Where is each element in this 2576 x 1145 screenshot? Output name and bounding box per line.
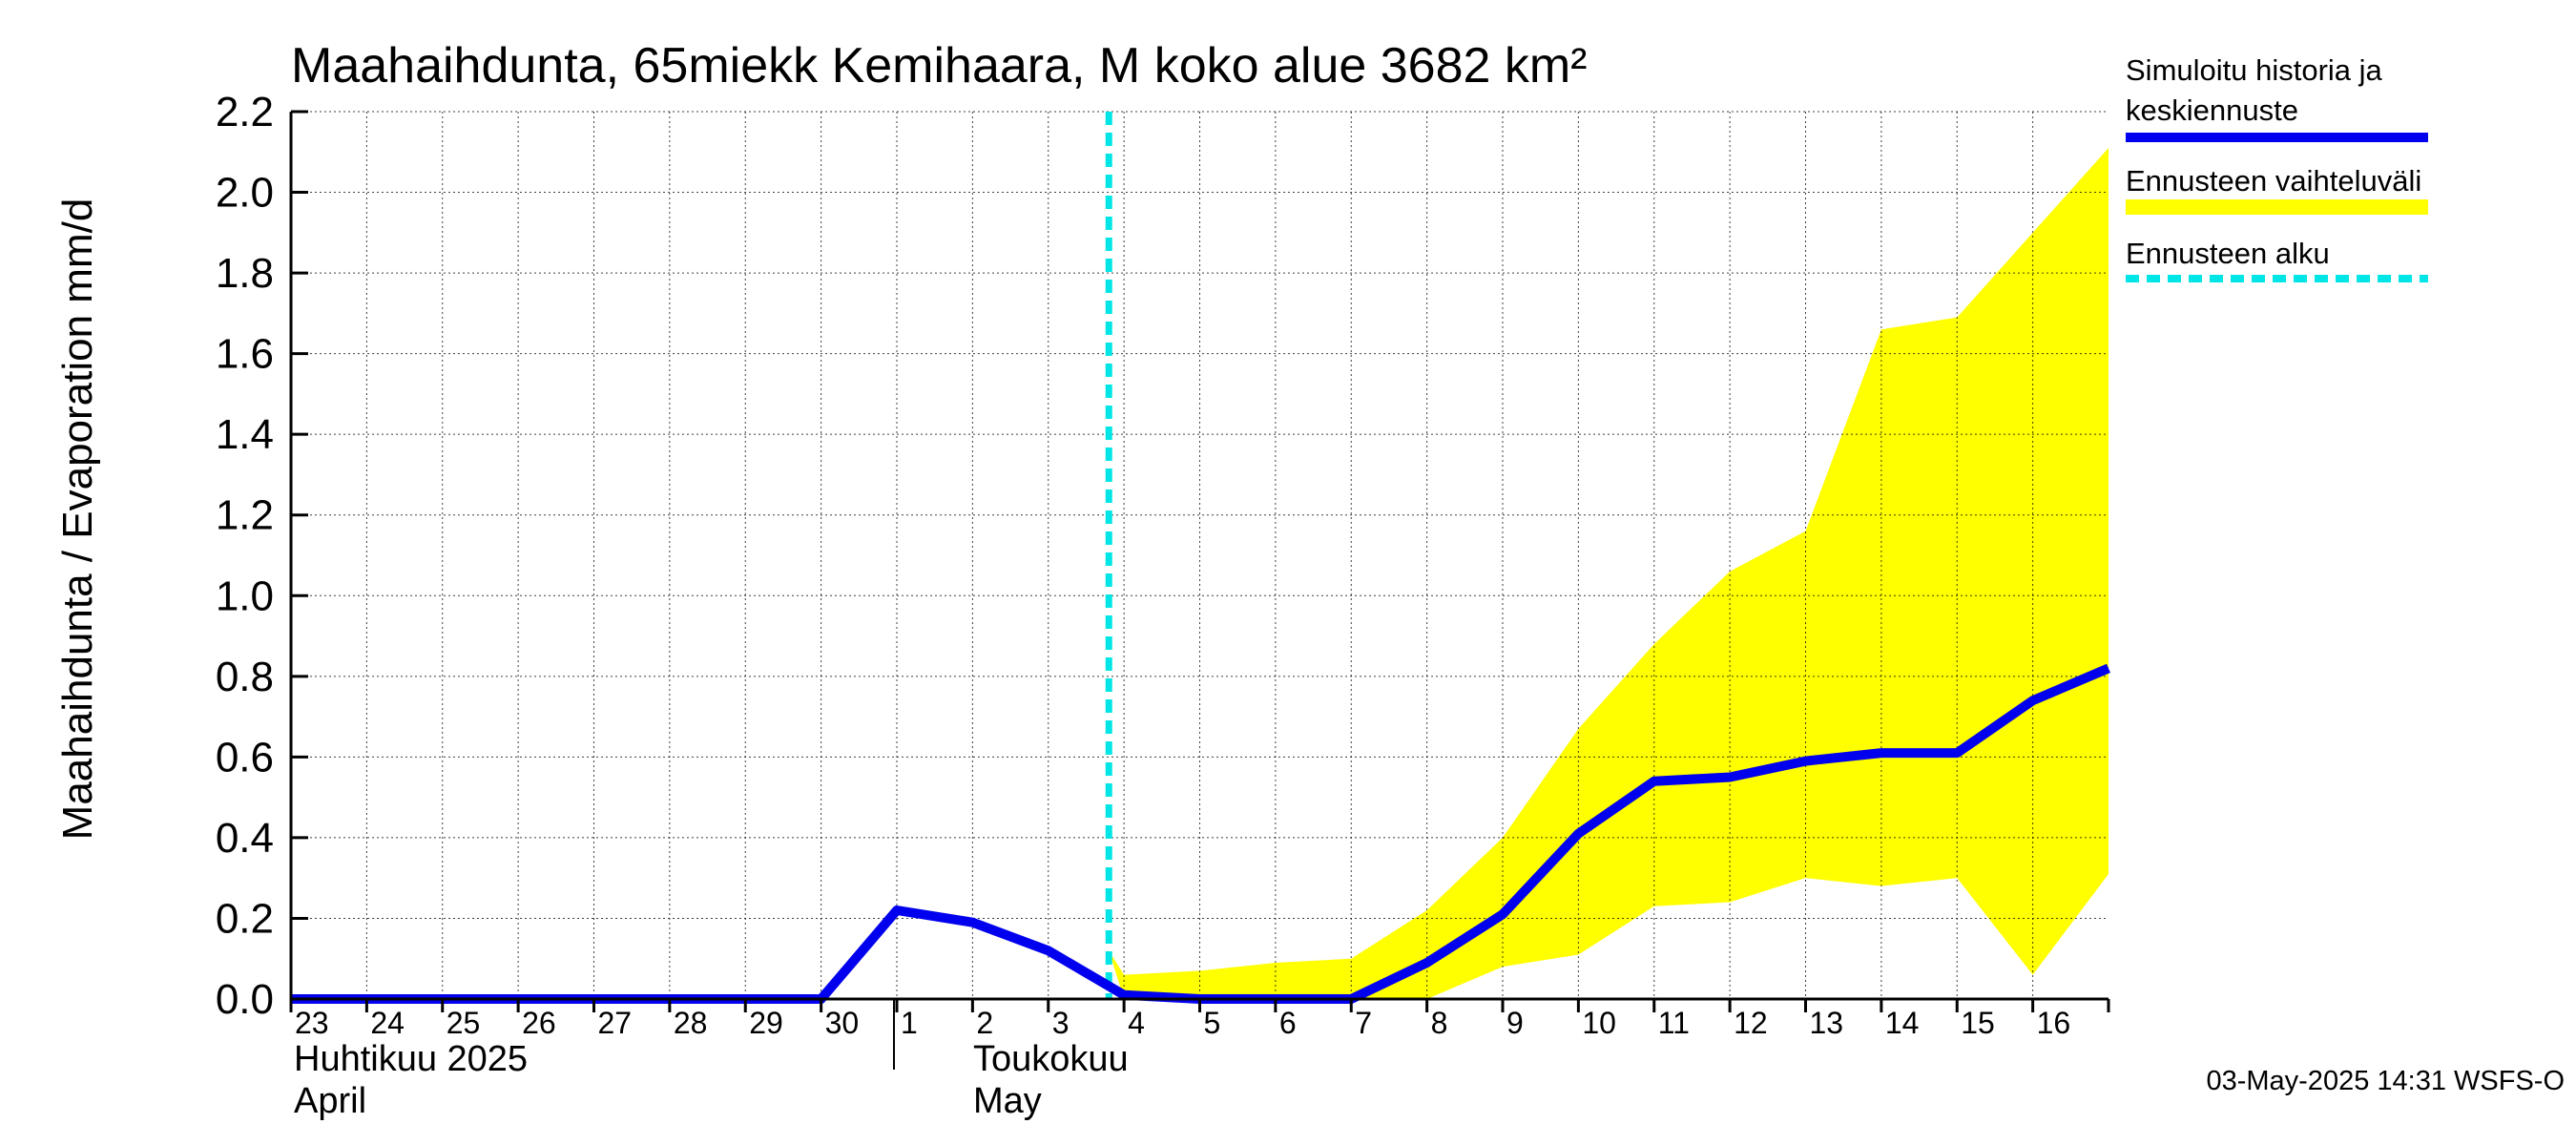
month-label-april-en: April xyxy=(294,1081,366,1121)
x-tick-labels: 23 24 25 26 27 28 29 30 1 2 3 4 5 6 7 8 9 10 11 12 13 14 15 16 xyxy=(295,1006,2070,1040)
y-tick-label: 1.2 xyxy=(216,492,274,539)
x-tick-label: 9 xyxy=(1506,1006,1524,1040)
y-tick-label: 0.0 xyxy=(216,976,274,1023)
chart-title: Maahaihdunta, 65miekk Kemihaara, M koko … xyxy=(291,38,1588,94)
x-tick-label: 30 xyxy=(825,1006,860,1040)
x-tick-label: 29 xyxy=(749,1006,783,1040)
x-tick-label: 3 xyxy=(1052,1006,1070,1040)
legend-label-forecast-start: Ennusteen alku xyxy=(2126,237,2330,270)
y-tick-label: 0.8 xyxy=(216,654,274,700)
x-tick-label: 7 xyxy=(1355,1006,1372,1040)
x-tick-label: 13 xyxy=(1810,1006,1844,1040)
y-axis-label: Maahaihdunta / Evaporation mm/d xyxy=(54,198,101,841)
x-tick-label: 6 xyxy=(1279,1006,1297,1040)
y-tick-label: 0.2 xyxy=(216,895,274,942)
forecast-range-band xyxy=(1109,148,2109,999)
y-tick-label: 1.4 xyxy=(216,411,274,458)
y-tick-label: 0.4 xyxy=(216,815,274,862)
legend-label-range: Ennusteen vaihteluväli xyxy=(2126,164,2421,198)
y-tick-label: 0.6 xyxy=(216,734,274,781)
x-tick-label: 5 xyxy=(1204,1006,1221,1040)
x-tick-label: 2 xyxy=(976,1006,993,1040)
x-tick-label: 11 xyxy=(1658,1006,1690,1040)
y-tick-label: 1.6 xyxy=(216,331,274,378)
x-tick-label: 25 xyxy=(447,1006,481,1040)
y-tick-label: 2.2 xyxy=(216,89,274,135)
y-tick-labels: 0.0 0.2 0.4 0.6 0.8 1.0 1.2 1.4 1.6 1.8 2.0 2.2 xyxy=(216,89,274,1023)
y-tick-label: 1.0 xyxy=(216,572,274,619)
x-tick-label: 14 xyxy=(1885,1006,1920,1040)
month-label-may-en: May xyxy=(973,1081,1042,1121)
x-tick-label: 27 xyxy=(598,1006,633,1040)
legend: Simuloitu historia ja keskiennuste Ennus… xyxy=(2126,53,2428,282)
legend-label-simulated-1: Simuloitu historia ja xyxy=(2126,53,2383,87)
x-tick-label: 24 xyxy=(370,1006,405,1040)
x-tick-label: 15 xyxy=(1961,1006,1995,1040)
forecast-range-band-layer xyxy=(1109,148,2109,999)
x-tick-label: 10 xyxy=(1582,1006,1616,1040)
x-tick-label: 4 xyxy=(1128,1006,1145,1040)
x-tick-label: 12 xyxy=(1734,1006,1768,1040)
legend-label-simulated-2: keskiennuste xyxy=(2126,94,2298,127)
x-tick-label: 28 xyxy=(674,1006,708,1040)
y-tick-label: 2.0 xyxy=(216,170,274,217)
grid-layer xyxy=(291,111,2109,999)
axis-layer xyxy=(289,110,2110,1070)
month-label-april-fi: Huhtikuu 2025 xyxy=(294,1039,528,1079)
month-label-may-fi: Toukokuu xyxy=(973,1039,1129,1079)
x-tick-label: 16 xyxy=(2037,1006,2071,1040)
x-tick-label: 23 xyxy=(295,1006,329,1040)
timestamp: 03-May-2025 14:31 WSFS-O xyxy=(2206,1066,2565,1096)
x-tick-label: 26 xyxy=(522,1006,556,1040)
x-tick-label: 8 xyxy=(1431,1006,1448,1040)
y-tick-label: 1.8 xyxy=(216,250,274,297)
x-tick-label: 1 xyxy=(901,1006,918,1040)
